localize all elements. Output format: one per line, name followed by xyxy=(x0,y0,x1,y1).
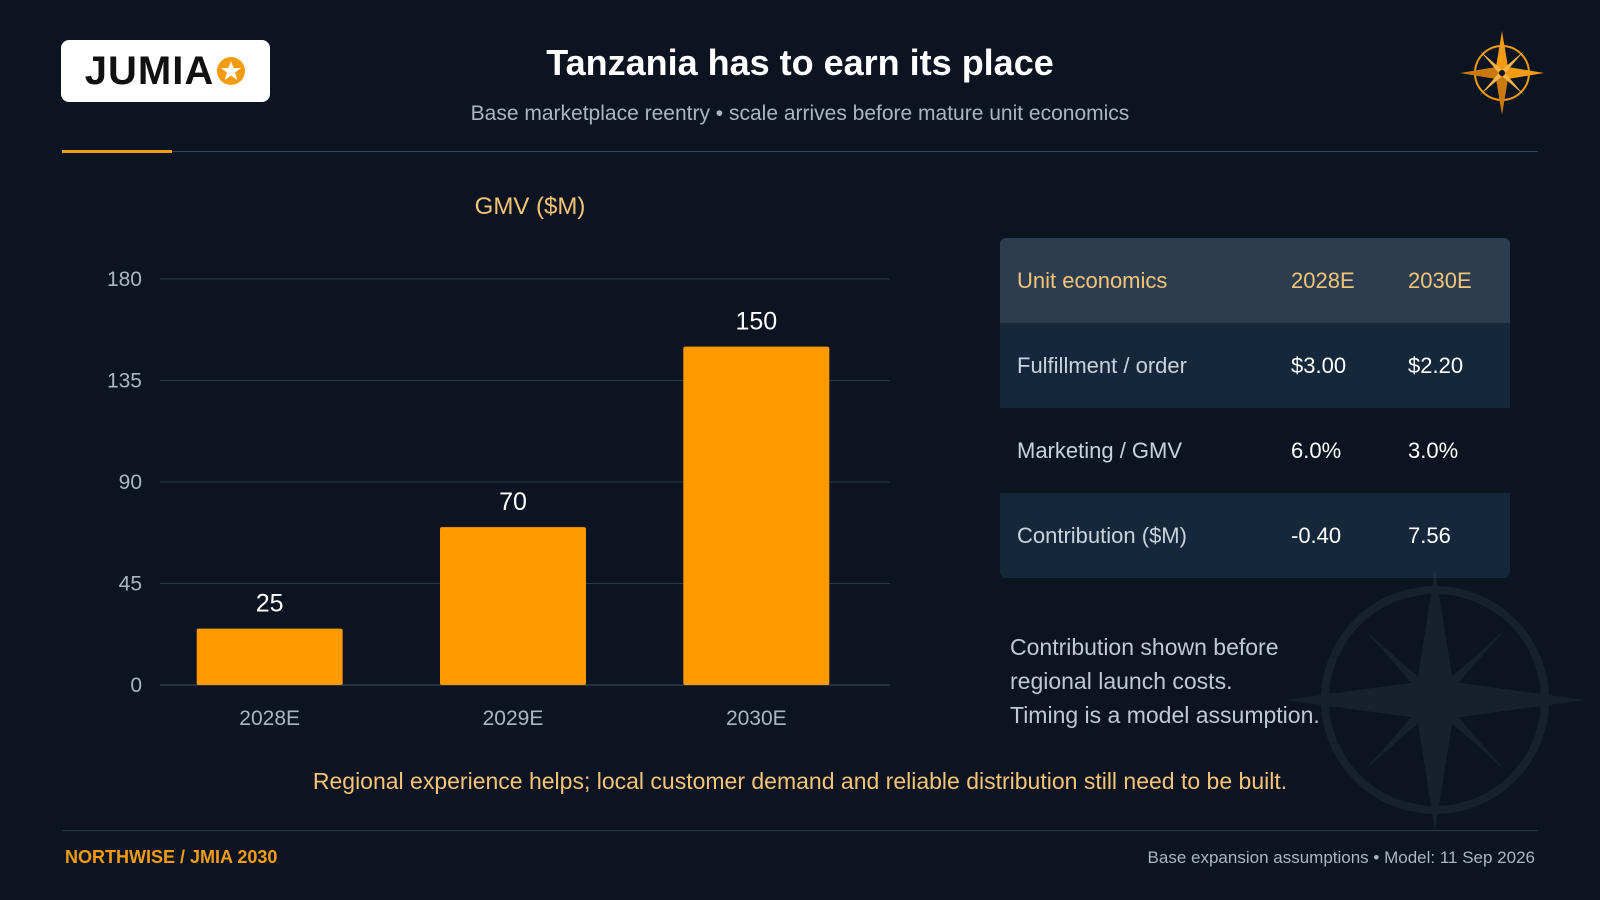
logo-wordmark: JUMIA xyxy=(85,49,246,94)
page-title: Tanzania has to earn its place xyxy=(546,42,1054,83)
y-tick-label: 180 xyxy=(107,268,142,291)
table-cell: 7.56 xyxy=(1408,522,1451,548)
bar xyxy=(683,346,830,685)
star-icon xyxy=(217,57,246,85)
x-tick-label: 2030E xyxy=(726,707,787,730)
x-tick-label: 2029E xyxy=(483,707,544,730)
bar-value-label: 150 xyxy=(735,308,777,336)
y-tick-label: 0 xyxy=(130,674,142,697)
bar-value-label: 25 xyxy=(256,590,284,618)
table-header-cell: 2028E xyxy=(1291,267,1355,293)
table-header-cell: 2030E xyxy=(1408,267,1472,293)
jumia-logo: JUMIA xyxy=(61,40,270,102)
table-cell: $2.20 xyxy=(1408,352,1464,378)
table-row: Fulfillment / order $3.00 $2.20 xyxy=(1000,323,1510,408)
bar xyxy=(440,527,586,685)
bar-value-label: 70 xyxy=(499,488,527,516)
table-cell: -0.40 xyxy=(1291,522,1342,548)
table-row: Marketing / GMV 6.0% 3.0% xyxy=(1000,408,1510,493)
footer-meta: Base expansion assumptions • Model: 11 S… xyxy=(1147,848,1535,867)
logo-text: JUMIA xyxy=(84,48,215,93)
header-accent-bar xyxy=(62,150,172,153)
y-tick-label: 90 xyxy=(119,471,142,494)
table-row: Contribution ($M) -0.40 7.56 xyxy=(1000,493,1510,578)
table-cell: $3.00 xyxy=(1291,352,1347,378)
unit-economics-table: Unit economics 2028E 2030E Fulfillment /… xyxy=(1000,238,1510,578)
table-cell: 3.0% xyxy=(1408,437,1459,463)
footer-brand: NORTHWISE / JMIA 2030 xyxy=(65,847,278,867)
compass-icon xyxy=(1460,31,1544,115)
takeaway-text: Regional experience helps; local custome… xyxy=(312,768,1288,794)
footer-divider xyxy=(62,830,1538,831)
x-tick-label: 2028E xyxy=(239,707,300,730)
bar xyxy=(196,628,343,685)
gmv-bar-chart: 0 45 90 135 180 25 2028E 70 2029E 150 2030E xyxy=(107,268,890,730)
table-cell: 6.0% xyxy=(1291,437,1342,463)
chart-note: Contribution shown before regional launc… xyxy=(1010,630,1450,732)
table-header-cell: Unit economics xyxy=(1017,267,1168,293)
note-line: regional launch costs. xyxy=(1010,668,1233,694)
table-cell: Contribution ($M) xyxy=(1017,522,1187,548)
page-subtitle: Base marketplace reentry • scale arrives… xyxy=(470,102,1130,125)
table-cell: Marketing / GMV xyxy=(1017,437,1183,463)
compass-watermark-icon xyxy=(1285,570,1585,830)
header-divider xyxy=(62,151,1538,152)
note-line: Timing is a model assumption. xyxy=(1010,702,1320,728)
table-header-row: Unit economics 2028E 2030E xyxy=(1000,238,1510,323)
note-line: Contribution shown before xyxy=(1010,634,1279,660)
y-tick-label: 135 xyxy=(107,370,142,393)
table-cell: Fulfillment / order xyxy=(1017,352,1187,378)
y-tick-label: 45 xyxy=(119,573,142,596)
chart-title: GMV ($M) xyxy=(474,193,586,220)
